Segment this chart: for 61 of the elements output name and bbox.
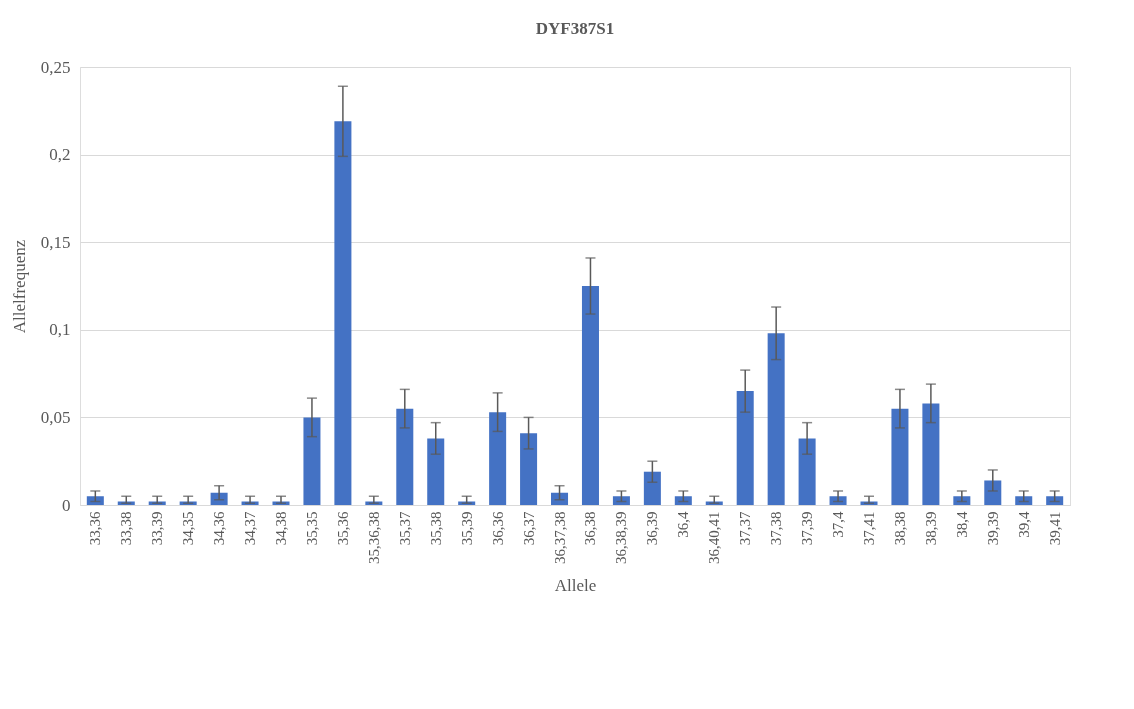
y-tick-label: 0,2 [49, 145, 71, 165]
bar [396, 408, 414, 505]
x-tick-label: 35,39 [458, 511, 475, 546]
y-tick-label: 0,05 [40, 407, 71, 427]
x-tick-label: 39,39 [984, 511, 1001, 546]
bar [643, 471, 661, 505]
x-tick-label: 35,37 [396, 511, 413, 546]
x-tick-label: 37,41 [861, 511, 877, 546]
y-tick-label: 0,25 [40, 57, 71, 77]
bar [674, 496, 692, 505]
x-axis-title: Allele [554, 576, 597, 595]
x-tick-label: 37,4 [830, 511, 847, 538]
bar [736, 391, 754, 505]
bar [489, 412, 507, 505]
bar [303, 417, 321, 505]
x-tick-label: 36,38,39 [613, 511, 630, 564]
x-tick-label: 39,41 [1046, 511, 1063, 546]
x-tick-label: 38,4 [953, 511, 970, 538]
bar [798, 438, 816, 505]
x-tick-label: 38,39 [922, 511, 939, 546]
x-tick-label: 38,38 [891, 511, 908, 546]
x-tick-label: 37,38 [768, 511, 785, 546]
x-tick-label: 36,39 [644, 511, 661, 546]
bar [551, 492, 569, 505]
y-axis-title: Allelfrequenz [9, 239, 29, 334]
bar [86, 496, 104, 505]
x-tick-label: 36,37 [520, 511, 537, 546]
x-tick-label: 35,36,38 [365, 511, 382, 564]
x-tick-label: 33,38 [118, 511, 135, 546]
x-tick-label: 33,39 [149, 511, 166, 546]
bar [891, 408, 909, 505]
bar [520, 433, 538, 505]
bar [922, 403, 940, 505]
x-tick-label: 36,38 [582, 511, 599, 546]
bar [334, 121, 352, 505]
y-tick-label: 0 [62, 495, 71, 515]
x-tick-label: 37,39 [799, 511, 816, 546]
bar [984, 480, 1002, 505]
x-tick-label: 34,36 [211, 511, 228, 546]
x-tick-label: 37,37 [737, 511, 754, 546]
x-tick-label: 34,35 [180, 511, 197, 546]
x-tick-label: 36,40,41 [706, 511, 723, 564]
x-tick-label: 39,4 [1015, 511, 1032, 538]
x-tick-label: 36,4 [675, 511, 692, 538]
chart-title: DYF387S1 [535, 19, 615, 38]
bar [427, 438, 445, 505]
bar [1046, 496, 1064, 505]
x-tick-label: 36,36 [489, 511, 506, 546]
x-tick-label: 35,38 [427, 511, 444, 546]
x-tick-label: 36,37,38 [551, 511, 568, 564]
y-tick-label: 0,1 [49, 320, 71, 340]
bar [767, 333, 785, 505]
bar [1015, 496, 1033, 505]
x-tick-label: 35,36 [334, 511, 351, 546]
bar [612, 496, 630, 505]
y-tick-label: 0,15 [40, 232, 71, 252]
x-tick-label: 35,35 [303, 511, 320, 546]
x-tick-label: 34,38 [273, 511, 289, 546]
x-tick-label: 33,36 [87, 511, 104, 546]
bar [581, 286, 599, 505]
x-tick-label: 34,37 [242, 511, 259, 546]
